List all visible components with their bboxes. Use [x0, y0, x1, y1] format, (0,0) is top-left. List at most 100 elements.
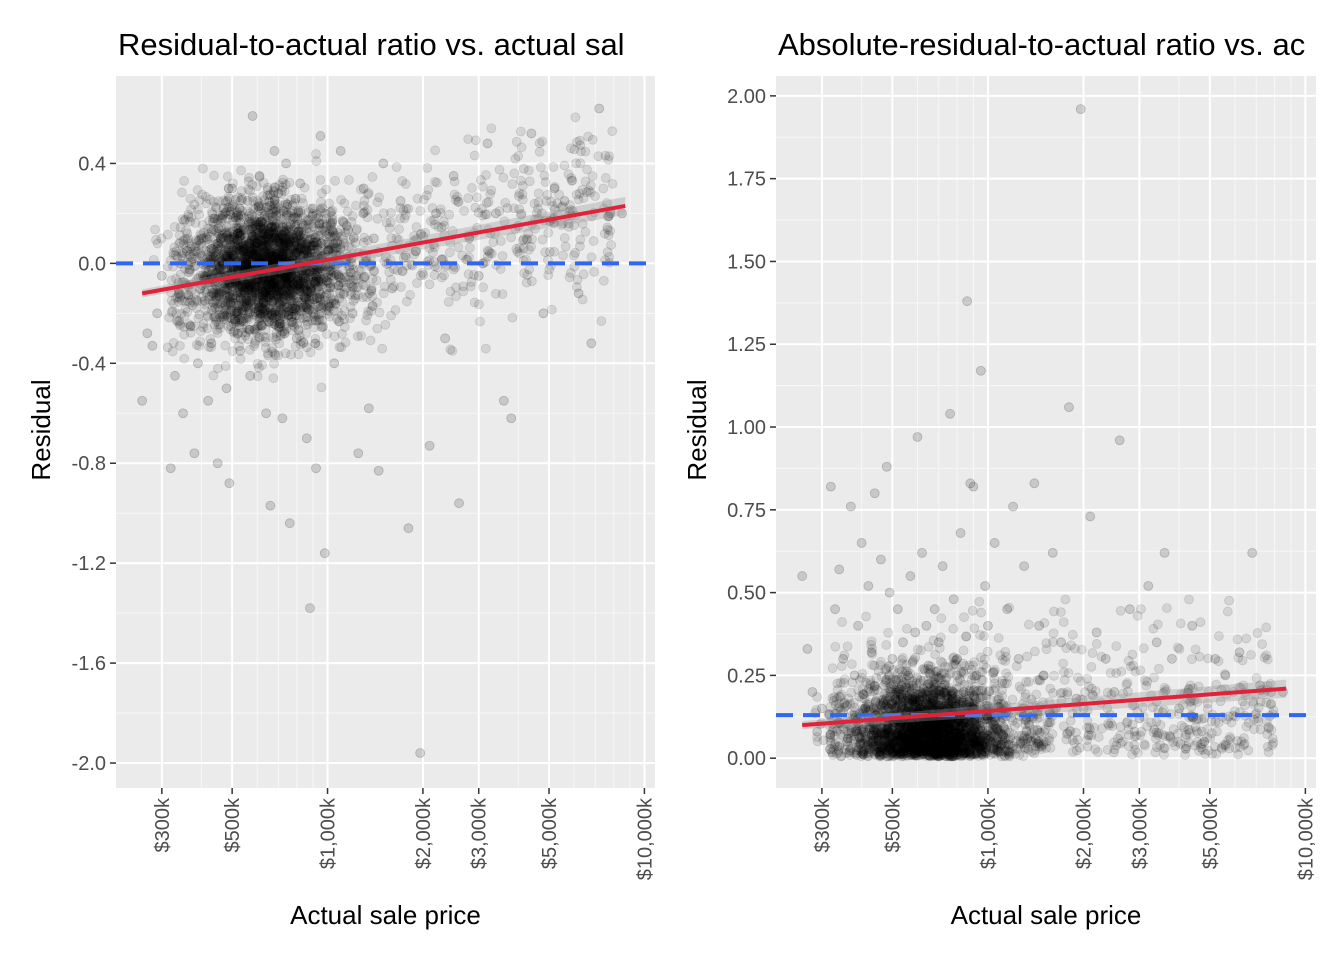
data-point — [253, 362, 264, 373]
data-point — [287, 200, 298, 211]
data-point — [237, 282, 248, 293]
data-point — [185, 243, 196, 254]
data-point — [190, 246, 201, 256]
data-point — [351, 200, 361, 211]
data-point — [229, 308, 240, 319]
data-point — [290, 246, 301, 257]
data-point — [277, 237, 288, 247]
data-point — [172, 292, 183, 303]
data-point — [213, 319, 224, 330]
data-point — [265, 209, 275, 220]
data-point — [286, 240, 297, 251]
data-point — [544, 264, 555, 275]
data-point — [214, 287, 224, 298]
data-point — [315, 288, 326, 299]
data-point — [274, 248, 285, 259]
data-point — [290, 242, 301, 252]
data-point — [280, 237, 291, 247]
data-point — [237, 282, 248, 293]
data-point — [398, 252, 409, 263]
data-point — [269, 313, 280, 324]
data-point — [274, 236, 285, 247]
data-point — [334, 271, 344, 282]
data-point — [192, 204, 203, 215]
data-point — [538, 308, 549, 319]
data-point — [486, 123, 497, 134]
data-point — [212, 363, 223, 374]
data-point — [231, 241, 241, 252]
data-point — [296, 239, 307, 250]
data-point — [260, 290, 271, 301]
data-point — [306, 294, 317, 305]
data-point — [319, 548, 330, 559]
data-point — [266, 252, 276, 263]
data-point — [415, 205, 426, 216]
data-point — [342, 206, 353, 217]
data-point — [220, 361, 231, 371]
data-point — [258, 229, 269, 240]
data-point — [276, 292, 287, 303]
data-point — [252, 242, 263, 253]
data-point — [294, 305, 305, 316]
data-point — [218, 232, 228, 243]
data-point — [497, 251, 508, 261]
data-point — [329, 243, 340, 254]
data-point — [310, 278, 320, 289]
data-point — [180, 304, 191, 314]
data-point — [212, 238, 223, 249]
data-point — [244, 224, 255, 235]
data-point — [245, 252, 255, 263]
data-point — [302, 299, 313, 310]
data-point — [397, 266, 408, 276]
data-point — [261, 240, 272, 251]
data-point — [266, 200, 276, 211]
data-point — [363, 306, 374, 317]
data-point — [315, 131, 326, 141]
data-point — [178, 408, 188, 419]
data-point — [236, 305, 247, 315]
data-point — [218, 203, 229, 214]
data-point — [309, 268, 320, 279]
data-point — [304, 294, 314, 305]
data-point — [326, 221, 336, 231]
data-point — [242, 196, 253, 206]
data-point — [249, 303, 260, 314]
data-point — [258, 208, 269, 219]
data-point — [227, 183, 238, 194]
data-point — [260, 234, 271, 245]
data-point — [328, 228, 339, 238]
data-point — [301, 267, 311, 278]
data-point — [200, 191, 211, 202]
data-point — [270, 279, 281, 290]
data-point — [236, 315, 247, 326]
data-point — [328, 298, 339, 309]
data-point — [273, 311, 283, 322]
data-point — [327, 211, 337, 221]
data-point — [524, 264, 535, 275]
data-point — [253, 332, 264, 343]
data-point — [380, 319, 391, 330]
data-point — [308, 294, 319, 304]
data-point — [212, 328, 223, 338]
data-point — [253, 302, 264, 313]
data-point — [232, 280, 243, 291]
data-point — [259, 287, 270, 298]
data-point — [310, 276, 321, 287]
data-point — [280, 239, 291, 250]
data-point — [268, 243, 279, 254]
data-point — [274, 244, 285, 255]
data-point — [345, 267, 356, 278]
data-point — [226, 251, 236, 262]
x-tick-label: $500k — [222, 797, 244, 852]
data-point — [269, 358, 279, 369]
data-point — [288, 287, 299, 298]
data-point — [507, 179, 518, 189]
data-point — [280, 275, 290, 286]
data-point — [423, 184, 434, 195]
data-point — [231, 308, 242, 319]
data-point — [277, 295, 288, 305]
data-point — [253, 227, 264, 238]
data-point — [296, 238, 307, 249]
data-point — [253, 201, 264, 212]
data-point — [284, 305, 295, 316]
